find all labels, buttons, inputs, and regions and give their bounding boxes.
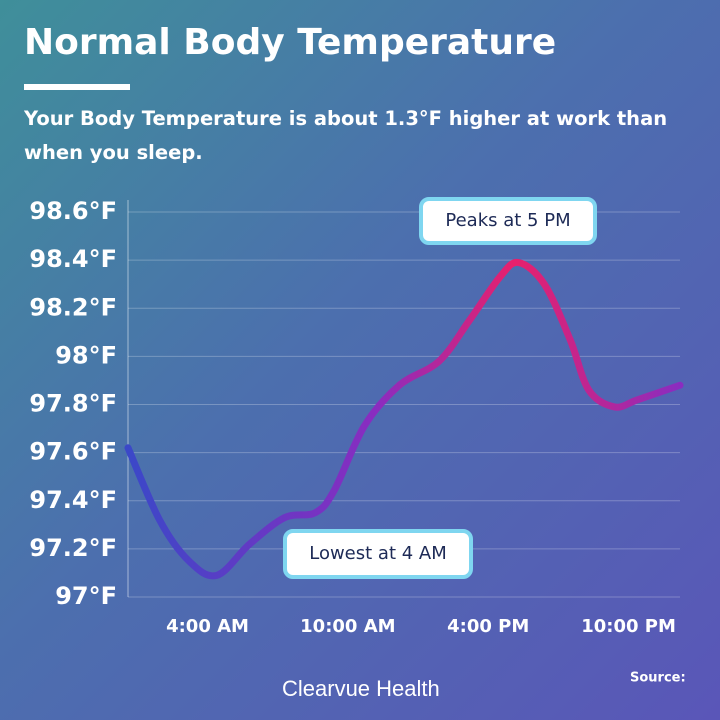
annotation: Lowest at 4 AM bbox=[309, 543, 447, 564]
brand: Clearvue Health bbox=[282, 676, 440, 701]
y-tick-label: 97.2°F bbox=[29, 534, 117, 562]
annotation-low: Lowest at 4 AM bbox=[283, 529, 473, 579]
annotation-peak: Peaks at 5 PM bbox=[419, 197, 597, 245]
y-tick-label: 98.6°F bbox=[29, 197, 117, 225]
y-tick-label: 97.4°F bbox=[29, 486, 117, 514]
annotation: Peaks at 5 PM bbox=[445, 210, 570, 231]
x-tick-label: 10:00 PM bbox=[581, 616, 676, 637]
subtitle-box: Your Body Temperature is about 1.3°F hig… bbox=[24, 107, 668, 164]
x-tick-label: 4:00 AM bbox=[166, 616, 249, 637]
y-tick-label: 98.2°F bbox=[29, 293, 117, 321]
x-tick-label: 10:00 AM bbox=[300, 616, 395, 637]
y-tick-label: 98.4°F bbox=[29, 245, 117, 273]
annotation-box bbox=[419, 197, 597, 245]
subtitle: Your Body Temperature is about 1.3°F hig… bbox=[24, 107, 668, 164]
y-tick-label: 97°F bbox=[55, 582, 117, 610]
temperature-line bbox=[124, 258, 684, 580]
chart-title: Normal Body Temperature bbox=[24, 22, 556, 63]
x-tick-label: 4:00 PM bbox=[447, 616, 529, 637]
annotation-box bbox=[283, 529, 473, 579]
title-underline bbox=[24, 84, 130, 90]
y-tick-label: 97.6°F bbox=[29, 438, 117, 466]
source: Source: bbox=[630, 671, 686, 686]
y-tick-label: 98°F bbox=[55, 341, 117, 369]
y-tick-label: 97.8°F bbox=[29, 390, 117, 418]
